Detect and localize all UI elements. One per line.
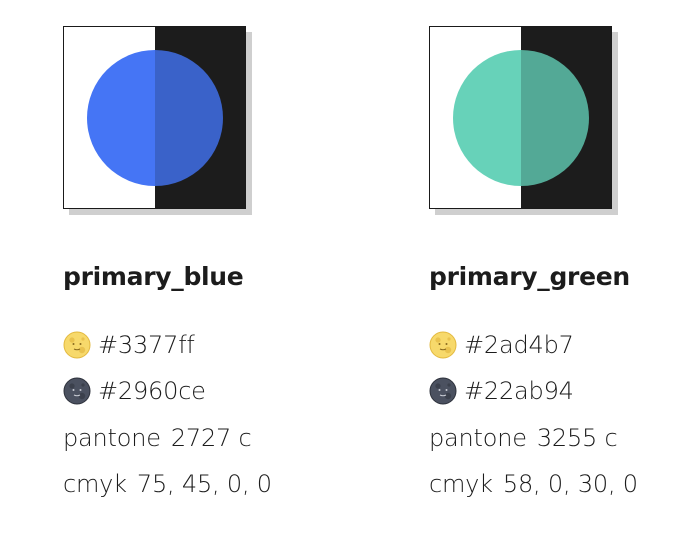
swatch-circle-light-half — [87, 50, 155, 186]
color-name: primary_blue — [63, 262, 244, 291]
pantone-row: pantone 3255 c — [429, 422, 618, 454]
color-swatch — [429, 26, 618, 215]
dark-hex-value: #2960ce — [98, 377, 206, 405]
dark-hex-value: #22ab94 — [464, 377, 574, 405]
swatch-circle-dark-half — [155, 50, 223, 186]
new-moon-face-icon — [63, 377, 91, 405]
pantone-row: pantone 2727 c — [63, 422, 252, 454]
full-moon-face-icon — [429, 331, 457, 359]
cmyk-label: cmyk — [63, 470, 127, 498]
dark-hex-row: #22ab94 — [429, 375, 574, 407]
color-swatch — [63, 26, 252, 215]
swatch-circle — [453, 50, 589, 186]
pantone-value: 2727 c — [170, 424, 252, 452]
full-moon-face-icon — [63, 331, 91, 359]
cmyk-row: cmyk 58, 0, 30, 0 — [429, 468, 638, 500]
cmyk-value: 58, 0, 30, 0 — [502, 470, 638, 498]
cmyk-value: 75, 45, 0, 0 — [136, 470, 272, 498]
swatch-circle-dark-half — [521, 50, 589, 186]
color-card-primary-green: primary_green #2ad4b7 #22ab94 pantone 32… — [429, 26, 679, 498]
light-hex-row: #2ad4b7 — [429, 329, 574, 361]
color-name: primary_green — [429, 262, 630, 291]
pantone-label: pantone — [429, 424, 527, 452]
cmyk-label: cmyk — [429, 470, 493, 498]
light-hex-row: #3377ff — [63, 329, 195, 361]
new-moon-face-icon — [429, 377, 457, 405]
swatch-circle — [87, 50, 223, 186]
swatch-preview — [429, 26, 612, 209]
cmyk-row: cmyk 75, 45, 0, 0 — [63, 468, 272, 500]
pantone-value: 3255 c — [536, 424, 618, 452]
light-hex-value: #2ad4b7 — [464, 331, 574, 359]
dark-hex-row: #2960ce — [63, 375, 206, 407]
swatch-preview — [63, 26, 246, 209]
color-card-primary-blue: primary_blue #3377ff #2960ce pantone 272… — [63, 26, 313, 498]
swatch-circle-light-half — [453, 50, 521, 186]
pantone-label: pantone — [63, 424, 161, 452]
light-hex-value: #3377ff — [98, 331, 195, 359]
